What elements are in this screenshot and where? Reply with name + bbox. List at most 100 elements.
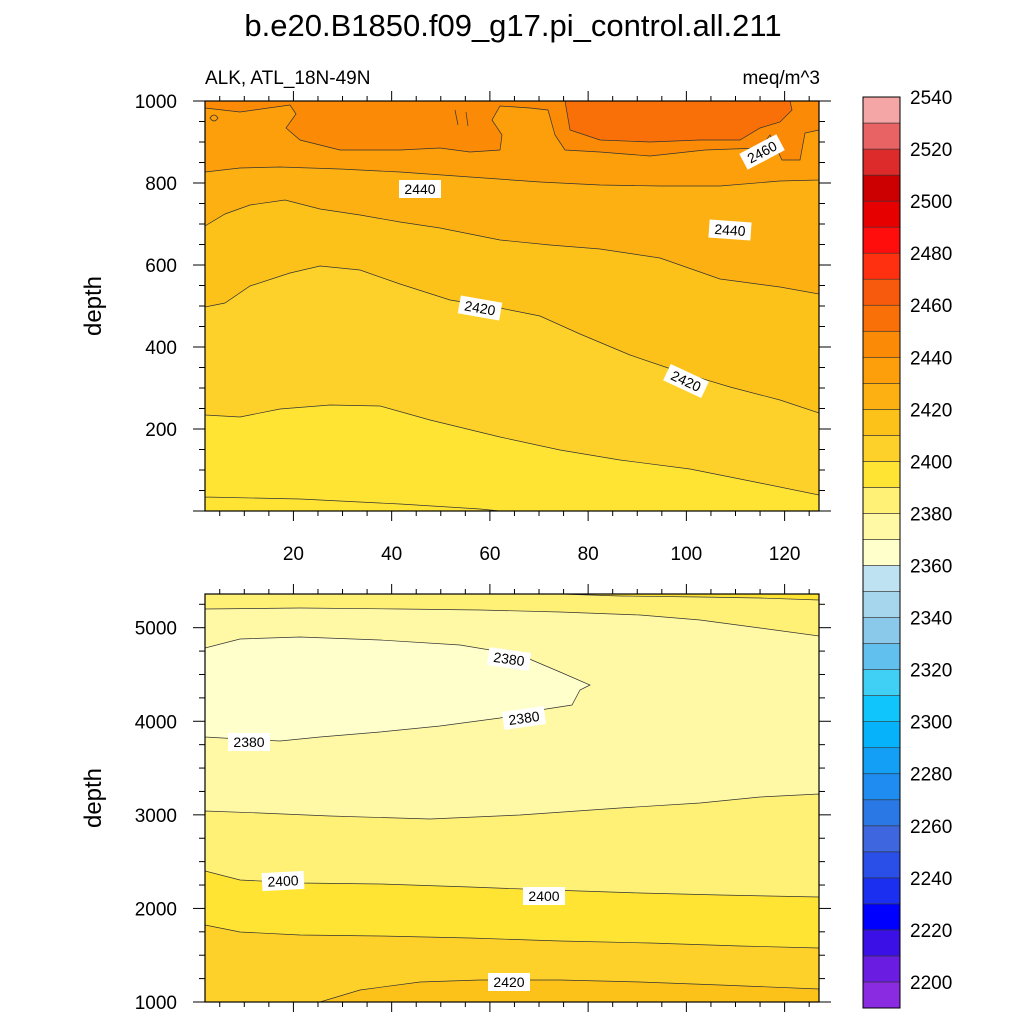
colorbar-swatch	[862, 643, 901, 670]
y-tick-label: 1000	[135, 993, 177, 1014]
colorbar-swatch	[862, 539, 901, 566]
colorbar-tick-label: 2520	[910, 140, 952, 161]
bottom-band-2400-top	[559, 594, 819, 601]
y-tick-label: 200	[145, 420, 177, 441]
colorbar-swatch	[862, 851, 901, 879]
colorbar-tick-label: 2380	[910, 504, 952, 525]
svg-text:2440: 2440	[404, 181, 435, 197]
colorbar-swatch	[862, 461, 901, 488]
y-tick-label: 2000	[135, 899, 177, 920]
bottom-y-axis-title: depth	[80, 768, 107, 828]
colorbar-tick-label: 2240	[910, 869, 952, 890]
colorbar-swatch	[862, 330, 901, 358]
colorbar-swatch	[862, 383, 901, 410]
colorbar-swatch	[862, 122, 901, 150]
units-label: meq/m^3	[742, 68, 820, 89]
colorbar-tick-label: 2300	[910, 713, 952, 734]
x-tick-label: 60	[479, 544, 500, 565]
colorbar-tick-label: 2500	[910, 192, 952, 213]
bottom-panel-frame	[204, 593, 820, 1003]
colorbar-swatch	[862, 174, 901, 202]
svg-text:2400: 2400	[267, 872, 299, 890]
colorbar-swatch	[862, 981, 901, 1009]
bottom-panel: 2380 2380 2380 2400 2400 2420 1000 2000 30…	[80, 584, 831, 1014]
svg-text:2380: 2380	[507, 708, 540, 728]
colorbar-swatch	[862, 617, 901, 644]
bottom-contour-label: 2420	[488, 973, 530, 991]
colorbar-swatch	[862, 278, 901, 306]
svg-text:2440: 2440	[714, 221, 746, 239]
svg-text:2380: 2380	[492, 649, 525, 669]
colorbar-swatch	[862, 435, 901, 462]
top-contour-fills	[205, 101, 819, 511]
bottom-contour-label: 2380	[486, 647, 532, 671]
bottom-contour-label: 2400	[523, 887, 565, 905]
colorbar-tick-label: 2360	[910, 557, 952, 578]
colorbar-swatch	[862, 669, 901, 696]
variable-label: ALK, ATL_18N-49N	[205, 68, 370, 89]
top-contour-label: 2440	[399, 180, 441, 198]
top-band-2460	[564, 101, 793, 143]
colorbar-tick-label: 2260	[910, 817, 952, 838]
top-contour-label: 2420	[457, 295, 503, 321]
x-tick-label: 20	[283, 544, 304, 565]
x-tick-label: 120	[769, 544, 801, 565]
colorbar-frame	[862, 96, 901, 1009]
y-tick-label: 1000	[135, 92, 177, 113]
colorbar-swatch	[862, 226, 901, 254]
x-tick-label: 40	[381, 544, 402, 565]
x-tick-label: 80	[578, 544, 599, 565]
colorbar-swatch	[862, 565, 901, 592]
colorbar-tick-label: 2440	[910, 348, 952, 369]
y-tick-label: 600	[145, 256, 177, 277]
top-panel: 2440 2460 2440 2420 2420 20 40 60 80 100 1202…	[80, 91, 831, 565]
colorbar-swatch	[862, 148, 901, 176]
colorbar-swatch	[862, 96, 901, 124]
y-tick-label: 3000	[135, 806, 177, 827]
colorbar-swatch	[862, 356, 901, 384]
colorbar-tick-label: 2480	[910, 244, 952, 265]
svg-text:2420: 2420	[493, 974, 524, 990]
colorbar-tick-label: 2460	[910, 296, 952, 317]
colorbar-tick-label: 2220	[910, 921, 952, 942]
top-contour-label: 2440	[708, 219, 752, 241]
bottom-band-2420	[319, 979, 819, 1002]
colorbar-swatch	[862, 877, 901, 905]
colorbar-swatch	[862, 903, 901, 931]
top-axes: 20 40 60 80 100 120 200 400 600 800 1000	[135, 91, 831, 565]
colorbar-swatch	[862, 773, 901, 801]
svg-text:2380: 2380	[233, 734, 264, 750]
colorbar-swatch	[862, 721, 901, 749]
colorbar-swatch	[862, 513, 901, 540]
colorbar-tick-label: 2340	[910, 609, 952, 630]
chart-title: b.e20.B1850.f09_g17.pi_control.all.211	[244, 8, 781, 43]
colorbar-tick-label: 2280	[910, 765, 952, 786]
colorbar-swatch	[862, 799, 901, 827]
colorbar: 2200 2220 2240 2260 2280 2300 2320 2340 2360 2380…	[862, 88, 952, 1009]
colorbar-swatch	[862, 409, 901, 436]
x-tick-label: 100	[671, 544, 703, 565]
colorbar-tick-label: 2540	[910, 88, 952, 109]
colorbar-swatch	[862, 252, 901, 280]
colorbar-swatch	[862, 747, 901, 775]
y-tick-label: 4000	[135, 712, 177, 733]
colorbar-swatch	[862, 825, 901, 853]
top-small-contour	[209, 109, 469, 127]
svg-text:2420: 2420	[463, 297, 497, 318]
bottom-axes: 1000 2000 3000 4000 5000	[135, 584, 831, 1014]
bottom-contour-label: 2400	[261, 870, 305, 892]
colorbar-swatch	[862, 200, 901, 228]
svg-text:2400: 2400	[528, 888, 559, 904]
y-tick-label: 5000	[135, 619, 177, 640]
colorbar-swatch	[862, 955, 901, 983]
colorbar-tick-label: 2200	[910, 973, 952, 994]
colorbar-swatch	[862, 695, 901, 722]
y-tick-label: 400	[145, 338, 177, 359]
colorbar-swatch	[862, 487, 901, 514]
colorbar-swatch	[862, 929, 901, 957]
colorbar-swatch	[862, 591, 901, 618]
top-y-axis-title: depth	[80, 276, 107, 336]
colorbar-swatch	[862, 304, 901, 332]
colorbar-tick-label: 2320	[910, 661, 952, 682]
